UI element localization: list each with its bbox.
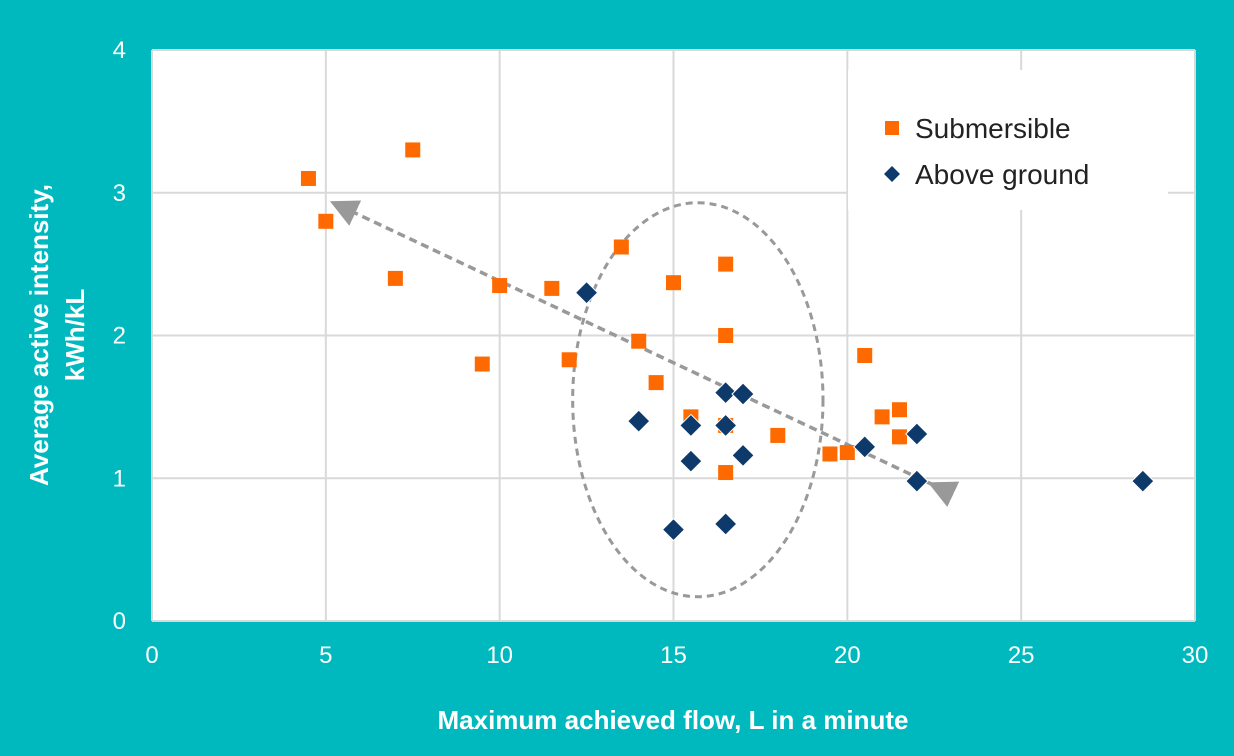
x-tick-label: 25 bbox=[1008, 642, 1035, 669]
tick-labels: 0 5 10 15 20 25 30 0 1 2 3 4 bbox=[113, 37, 1209, 669]
x-tick-label: 20 bbox=[834, 642, 861, 669]
point-submersible bbox=[613, 239, 629, 255]
point-submersible bbox=[492, 278, 508, 294]
point-above-ground bbox=[713, 512, 738, 536]
point-above-ground bbox=[905, 469, 929, 493]
y-tick-label: 1 bbox=[113, 465, 126, 492]
point-submersible bbox=[770, 427, 786, 443]
y-tick-label: 2 bbox=[113, 323, 126, 350]
point-above-ground bbox=[731, 443, 755, 468]
point-submersible bbox=[666, 275, 681, 291]
point-above-ground bbox=[713, 413, 738, 438]
point-submersible bbox=[300, 170, 316, 186]
point-submersible bbox=[405, 142, 421, 158]
point-above-ground bbox=[1131, 469, 1155, 493]
point-submersible bbox=[839, 445, 855, 461]
point-above-ground bbox=[679, 449, 703, 473]
x-tick-label: 0 bbox=[145, 642, 158, 669]
point-submersible bbox=[648, 375, 664, 391]
point-submersible bbox=[631, 333, 647, 349]
point-submersible bbox=[474, 356, 490, 372]
point-above-ground bbox=[713, 380, 738, 405]
point-above-ground bbox=[731, 382, 755, 406]
x-tick-label: 15 bbox=[660, 642, 687, 669]
point-submersible bbox=[874, 409, 890, 425]
y-tick-label: 4 bbox=[113, 37, 126, 64]
y-axis-label: Average active intensity, kWh/kL bbox=[24, 184, 90, 486]
y-axis-label-line-1: Average active intensity, bbox=[24, 184, 54, 486]
point-submersible bbox=[891, 429, 907, 445]
y-axis-label-line-2: kWh/kL bbox=[60, 289, 90, 382]
x-tick-label: 10 bbox=[486, 642, 513, 669]
x-axis-label: Maximum achieved flow, L in a minute bbox=[438, 705, 909, 735]
point-submersible bbox=[718, 465, 734, 481]
point-submersible bbox=[318, 213, 334, 229]
point-submersible bbox=[822, 446, 838, 462]
point-above-ground bbox=[853, 435, 877, 459]
point-submersible bbox=[387, 270, 403, 286]
point-submersible bbox=[718, 256, 734, 272]
point-submersible bbox=[891, 402, 907, 418]
point-above-ground bbox=[679, 413, 703, 438]
legend-label-above-ground: Above ground bbox=[915, 159, 1089, 190]
legend: Submersible Above ground bbox=[848, 70, 1168, 210]
legend-marker-above-ground bbox=[884, 166, 900, 182]
legend-box bbox=[848, 70, 1168, 210]
point-above-ground bbox=[627, 409, 651, 433]
legend-label-submersible: Submersible bbox=[915, 113, 1071, 144]
point-above-ground bbox=[661, 517, 686, 542]
point-above-ground bbox=[905, 422, 929, 446]
y-tick-label: 0 bbox=[113, 608, 126, 635]
y-tick-label: 3 bbox=[113, 180, 126, 207]
point-submersible bbox=[718, 328, 734, 343]
point-submersible bbox=[561, 352, 577, 368]
legend-marker-submersible bbox=[885, 121, 899, 135]
data-points bbox=[300, 142, 1155, 542]
x-tick-label: 30 bbox=[1182, 642, 1209, 669]
x-tick-label: 5 bbox=[319, 642, 332, 669]
point-submersible bbox=[544, 280, 560, 296]
point-above-ground bbox=[574, 280, 599, 305]
point-submersible bbox=[857, 347, 873, 363]
